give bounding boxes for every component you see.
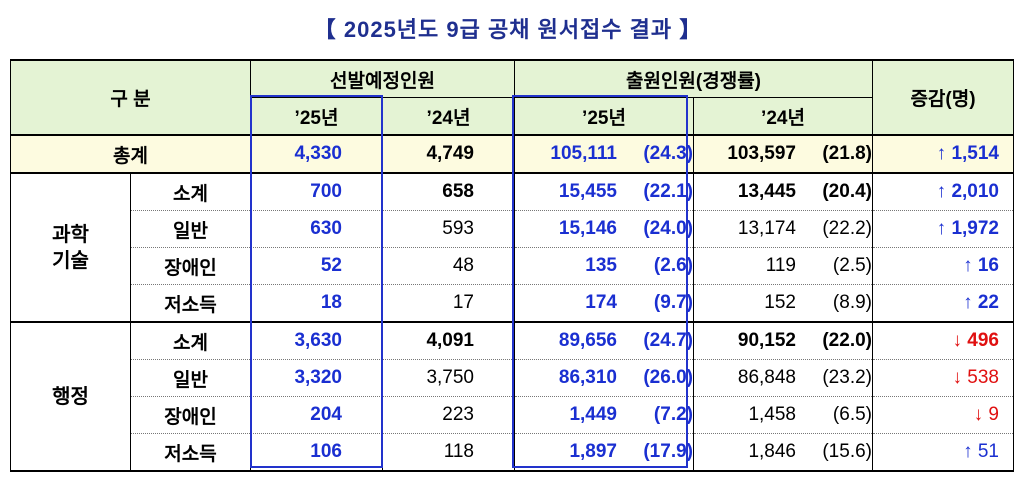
table-row: 행정 소계 3,630 4,091 89,656 (24.7) 90,152 (22… [10,322,1014,472]
quota-24: 4,749 [382,135,515,174]
change-value: ↓ 496 [872,322,1014,360]
rate-25: (24.3) [643,143,693,164]
quota-25: 106 [250,433,383,472]
rate-25: (24.7) [643,330,693,351]
table-row: 저소득 18 17 174 (9.7) 152 (8.9) ↑ 22 [11,284,1014,323]
header-quota: 선발예정인원 [250,59,515,98]
applicants-25: 1,449 [569,404,617,425]
header-change: 증감(명) [872,59,1014,136]
quota-24: 48 [382,247,515,285]
applicants-25: 15,455 [558,181,617,202]
rate-24: (21.8) [822,143,872,164]
rate-24: (22.0) [822,330,872,351]
row-label: 일반 [130,359,251,397]
applicants-25: 89,656 [558,330,617,351]
applicants-24: 13,445 [737,181,796,202]
rate-24: (20.4) [822,181,872,202]
quota-24: 118 [382,433,515,472]
table-row: 일반 3,320 3,750 86,310 (26.0) 86,848 (23.2)… [11,359,1014,397]
rate-24: (15.6) [822,441,872,462]
quota-25: 700 [250,173,383,211]
quota-25: 52 [250,247,383,285]
applicants-25: 86,310 [558,367,617,388]
header-quota-24: ’24년 [382,97,515,136]
change-value: ↑ 22 [872,284,1014,323]
table-row: 장애인 204 223 1,449 (7.2) 1,458 (6.5) ↓ 9 [11,396,1014,434]
table-row: 일반 630 593 15,146 (24.0) 13,174 (22.2) ↑ 1… [11,210,1014,248]
row-label: 일반 [130,210,251,248]
header-applicants-24: ’24년 [693,97,873,136]
group-name-admin: 행정 [10,322,131,472]
applicants-25: 1,897 [569,441,617,462]
table-row-total: 총계 4,330 4,749 105,111 (24.3) 103,597 (21.… [10,135,1014,174]
rate-25: (17.9) [643,441,693,462]
quota-25: 204 [250,396,383,434]
group-name-science: 과학 기술 [10,173,131,323]
change-value: ↑ 1,972 [872,210,1014,248]
applicants-24: 90,152 [737,330,796,351]
row-label: 저소득 [130,433,251,472]
applicants-24: 103,597 [727,143,796,164]
applicants-25: 105,111 [550,143,617,164]
quota-24: 223 [382,396,515,434]
quota-24: 4,091 [382,322,515,360]
row-label: 총계 [10,135,251,174]
table-row: 과학 기술 소계 700 658 15,455 (22.1) 13,445 (20.4… [10,173,1014,323]
rate-25: (7.2) [653,404,693,425]
rate-25: (22.1) [643,181,693,202]
row-label: 소계 [130,322,251,360]
rate-25: (26.0) [643,367,693,388]
quota-25: 630 [250,210,383,248]
change-value: ↓ 538 [872,359,1014,397]
applicants-24: 1,458 [748,404,796,425]
change-value: ↑ 16 [872,247,1014,285]
rate-24: (23.2) [822,367,872,388]
header-quota-25: ’25년 [250,97,383,136]
rate-24: (2.5) [832,255,872,276]
applicants-24: 152 [764,292,796,313]
results-table: 구 분 선발예정인원 출원인원(경쟁률) 증감(명) ’25년 ’24년 ’25… [10,59,1014,472]
table-row: 장애인 52 48 135 (2.6) 119 (2.5) ↑ 16 [11,247,1014,285]
rate-25: (24.0) [643,218,693,239]
applicants-25: 135 [585,255,617,276]
applicants-25: 15,146 [558,218,617,239]
applicants-24: 1,846 [748,441,796,462]
applicants-24: 13,174 [737,218,796,239]
page-title: 【 2025년도 9급 공채 원서접수 결과 】 [313,17,703,42]
change-value: ↑ 2,010 [872,173,1014,211]
row-label: 장애인 [130,247,251,285]
row-label: 저소득 [130,284,251,323]
applicants-24: 119 [765,255,796,276]
rate-24: (8.9) [832,292,872,313]
header-applicants: 출원인원(경쟁률) [514,59,873,98]
rate-25: (9.7) [653,292,693,313]
quota-25: 18 [250,284,383,323]
header-category: 구 분 [10,59,251,136]
quota-24: 658 [382,173,515,211]
change-value: ↓ 9 [872,396,1014,434]
quota-24: 3,750 [382,359,515,397]
row-label: 장애인 [130,396,251,434]
change-value: ↑ 51 [872,433,1014,472]
change-value: ↑ 1,514 [872,135,1014,174]
rate-25: (2.6) [653,255,693,276]
rate-24: (22.2) [822,218,872,239]
applicants-25: 174 [585,292,617,313]
quota-25: 3,320 [250,359,383,397]
applicants-24: 86,848 [737,367,796,388]
row-label: 소계 [130,173,251,211]
quota-25: 3,630 [250,322,383,360]
quota-24: 593 [382,210,515,248]
header-applicants-25: ’25년 [514,97,694,136]
quota-24: 17 [382,284,515,323]
table-row: 저소득 106 118 1,897 (17.9) 1,846 (15.6) ↑ 51 [11,433,1014,472]
rate-24: (6.5) [832,404,872,425]
quota-25: 4,330 [250,135,383,174]
